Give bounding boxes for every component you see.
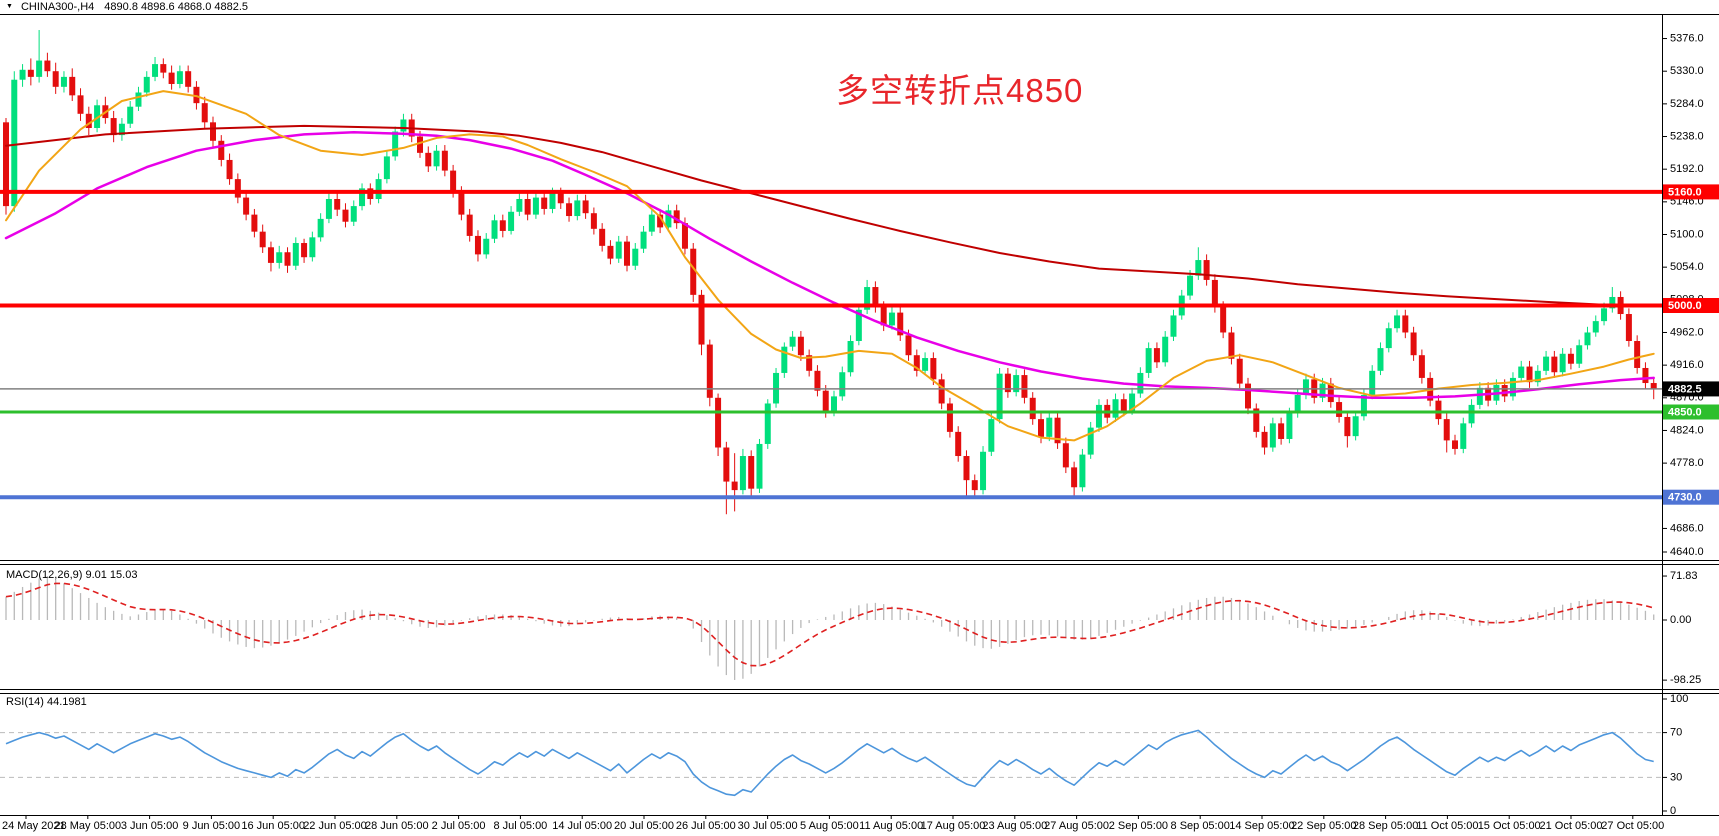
svg-text:28 May 05:00: 28 May 05:00 [54,820,121,832]
ohlc-readout: 4890.8 4898.6 4868.0 4882.5 [104,1,249,13]
svg-text:4882.5: 4882.5 [1668,383,1702,395]
svg-text:4686.0: 4686.0 [1670,522,1704,534]
price-label-5000.0: 5000.0 [1663,298,1719,313]
svg-text:11 Oct 05:00: 11 Oct 05:00 [1416,820,1478,832]
price-label-4730.0: 4730.0 [1663,489,1719,505]
svg-text:11 Aug 05:00: 11 Aug 05:00 [859,820,923,832]
price-label-boxes: 5160.0 5000.0 4850.0 4730.0 4882.5 [1663,184,1719,505]
macd-histogram [5,576,1655,680]
ma-mid-magenta [4,131,1655,400]
level-lines [0,189,1662,500]
ohlc-toggle-icon[interactable]: ▼ [6,3,13,10]
svg-text:14 Sep 05:00: 14 Sep 05:00 [1229,820,1294,832]
svg-text:5160.0: 5160.0 [1668,186,1702,198]
rsi-levels [0,732,1662,778]
svg-text:70: 70 [1670,727,1682,739]
ma-fast-orange [5,90,1655,442]
svg-text:2 Sep 05:00: 2 Sep 05:00 [1109,820,1168,832]
svg-text:26 Jul 05:00: 26 Jul 05:00 [676,820,736,832]
svg-text:9 Jun 05:00: 9 Jun 05:00 [183,820,241,832]
svg-text:8 Sep 05:00: 8 Sep 05:00 [1171,820,1230,832]
price-label-4850.0: 4850.0 [1663,404,1719,420]
svg-text:4962.0: 4962.0 [1670,326,1704,338]
svg-text:15 Oct 05:00: 15 Oct 05:00 [1478,820,1541,832]
svg-text:28 Sep 05:00: 28 Sep 05:00 [1353,820,1418,832]
macd-label: MACD(12,26,9) 9.01 15.03 [6,569,138,581]
current-price-label: 4882.5 [1663,381,1719,397]
chart-header: ▼ CHINA300-,H4 4890.8 4898.6 4868.0 4882… [0,0,1719,14]
macd-signal-line [5,582,1654,667]
candles-group [3,30,1657,515]
price-label-5160.0: 5160.0 [1663,184,1719,200]
svg-text:4640.0: 4640.0 [1670,546,1704,558]
ma-slow-red [5,124,1655,308]
svg-text:3 Jun 05:00: 3 Jun 05:00 [121,820,179,832]
svg-text:5330.0: 5330.0 [1670,65,1704,77]
svg-text:2 Jul 05:00: 2 Jul 05:00 [432,820,486,832]
svg-text:4824.0: 4824.0 [1670,424,1704,436]
svg-text:5376.0: 5376.0 [1670,32,1704,44]
svg-text:-98.25: -98.25 [1670,674,1701,686]
svg-text:27 Oct 05:00: 27 Oct 05:00 [1601,820,1664,832]
svg-text:22 Jun 05:00: 22 Jun 05:00 [303,820,367,832]
svg-text:5054.0: 5054.0 [1670,261,1704,273]
symbol-title: CHINA300-,H4 [20,1,95,13]
svg-text:30 Jul 05:00: 30 Jul 05:00 [738,820,798,832]
svg-text:4778.0: 4778.0 [1670,457,1704,469]
svg-text:5238.0: 5238.0 [1670,130,1704,142]
svg-text:17 Aug 05:00: 17 Aug 05:00 [921,820,986,832]
svg-text:14 Jul 05:00: 14 Jul 05:00 [552,820,612,832]
svg-text:5100.0: 5100.0 [1670,228,1704,240]
svg-text:5192.0: 5192.0 [1670,163,1704,175]
svg-text:0: 0 [1670,805,1676,817]
svg-text:4916.0: 4916.0 [1670,359,1704,371]
svg-text:28 Jun 05:00: 28 Jun 05:00 [365,820,429,832]
svg-text:24 May 2021: 24 May 2021 [2,820,66,832]
svg-text:4730.0: 4730.0 [1668,492,1702,504]
svg-text:5 Aug 05:00: 5 Aug 05:00 [800,820,859,832]
svg-text:16 Jun 05:00: 16 Jun 05:00 [241,820,305,832]
svg-text:71.83: 71.83 [1670,570,1698,582]
svg-text:20 Jul 05:00: 20 Jul 05:00 [614,820,674,832]
annotation-text-object[interactable]: 多空转折点4850 [836,72,1084,109]
svg-text:30: 30 [1670,771,1682,783]
svg-text:0.00: 0.00 [1670,614,1691,626]
svg-text:22 Sep 05:00: 22 Sep 05:00 [1291,820,1356,832]
rsi-axis-ticks: 100 70 30 0 [1662,693,1688,817]
svg-text:5284.0: 5284.0 [1670,98,1704,110]
macd-axis-ticks: 71.83 0.00 -98.25 [1662,570,1701,686]
svg-text:8 Jul 05:00: 8 Jul 05:00 [493,820,547,832]
svg-text:23 Aug 05:00: 23 Aug 05:00 [982,820,1047,832]
svg-text:5000.0: 5000.0 [1668,300,1702,312]
price-axis-ticks: 5376.05330.05284.05238.05192.05146.05100… [1662,32,1704,558]
svg-text:21 Oct 05:00: 21 Oct 05:00 [1540,820,1603,832]
chart-frame [0,14,1719,816]
rsi-line [5,729,1654,797]
rsi-label: RSI(14) 44.1981 [6,696,87,708]
svg-text:100: 100 [1670,693,1688,705]
svg-text:27 Aug 05:00: 27 Aug 05:00 [1044,820,1109,832]
svg-text:4850.0: 4850.0 [1668,406,1702,418]
